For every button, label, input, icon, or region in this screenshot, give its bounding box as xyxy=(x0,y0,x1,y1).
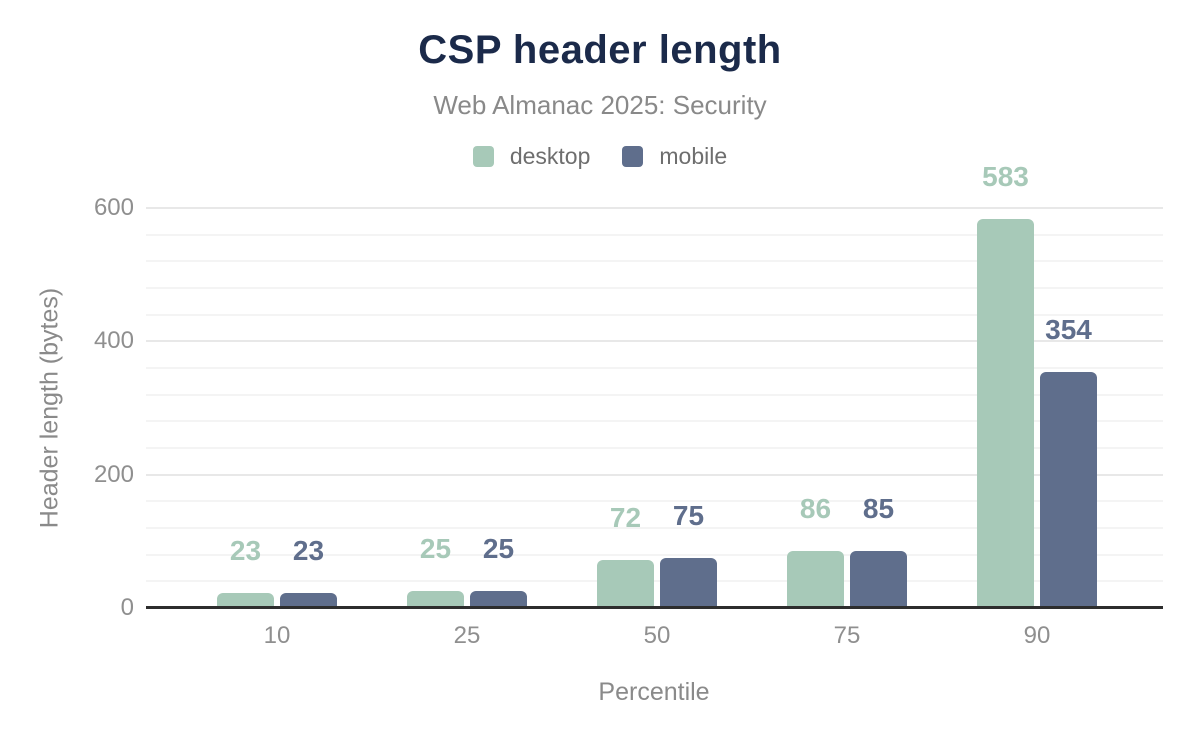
bar-group: 86 85 xyxy=(787,492,907,608)
bar-column-desktop: 583 xyxy=(977,163,1034,608)
gridline-minor xyxy=(146,393,1163,396)
bar-column-mobile: 85 xyxy=(850,495,907,608)
gridline-minor xyxy=(146,527,1163,529)
bar-mobile xyxy=(660,558,717,608)
legend-item-mobile: mobile xyxy=(622,143,727,170)
gridline-minor xyxy=(146,260,1163,263)
plot-area: 23 23 25 25 72 75 86 85 583 354 10 25 50 75 90 xyxy=(146,163,1163,649)
x-axis-title: Percentile xyxy=(598,678,710,706)
bar-value-label-mobile: 23 xyxy=(292,534,325,566)
x-tick-label: 75 xyxy=(833,622,861,649)
x-tick-label: 50 xyxy=(643,622,671,649)
bar-group: 25 25 xyxy=(407,535,527,608)
gridline-minor xyxy=(146,287,1163,289)
bar-mobile xyxy=(280,592,337,608)
bar-value-label-mobile: 85 xyxy=(862,493,895,525)
bar-column-desktop: 72 xyxy=(597,504,654,608)
bar-group: 583 354 xyxy=(977,163,1097,608)
bar-value-label-mobile: 75 xyxy=(672,500,705,531)
x-axis-line xyxy=(146,606,1163,609)
bar-column-mobile: 25 xyxy=(470,535,527,608)
bar-mobile xyxy=(470,591,527,608)
x-tick-label: 25 xyxy=(453,622,481,649)
gridline-minor xyxy=(146,580,1163,583)
bar-value-label-desktop: 23 xyxy=(229,534,262,566)
bar-column-desktop: 23 xyxy=(217,534,274,608)
chart-title: CSP header length xyxy=(418,28,782,72)
gridline-minor xyxy=(146,367,1163,369)
bar-desktop xyxy=(407,591,464,608)
gridline-minor xyxy=(146,420,1163,423)
y-axis-ticks: 0 200 400 600 xyxy=(0,0,134,742)
bar-value-label-desktop: 25 xyxy=(419,533,452,565)
y-tick-label: 400 xyxy=(93,327,134,355)
bar-value-label-desktop: 86 xyxy=(799,492,832,524)
y-tick-label: 0 xyxy=(120,594,134,621)
bar-desktop xyxy=(977,219,1034,608)
gridline-minor xyxy=(146,447,1163,449)
legend-item-desktop: desktop xyxy=(472,143,591,170)
bar-value-label-mobile: 354 xyxy=(1045,314,1092,345)
gridline-minor xyxy=(146,500,1163,503)
y-tick-label: 600 xyxy=(93,194,134,221)
bar-mobile xyxy=(850,551,907,608)
bar-mobile xyxy=(1040,372,1097,608)
legend: desktop mobile xyxy=(0,143,1200,170)
legend-swatch-mobile xyxy=(622,146,644,167)
gridline-minor xyxy=(146,553,1163,556)
bar-column-mobile: 75 xyxy=(660,502,717,608)
chart-subtitle: Web Almanac 2025: Security xyxy=(433,90,767,120)
y-tick-label: 200 xyxy=(93,460,134,488)
legend-label-desktop: desktop xyxy=(509,143,591,169)
bar-value-label-desktop: 72 xyxy=(609,502,642,533)
gridline-minor xyxy=(146,233,1163,236)
gridline-major xyxy=(146,207,1163,209)
bar-column-desktop: 86 xyxy=(787,492,844,608)
legend-swatch-desktop xyxy=(472,146,494,167)
bar-value-label-desktop: 583 xyxy=(982,161,1029,193)
bar-column-mobile: 23 xyxy=(280,534,337,608)
bar-desktop xyxy=(217,592,274,608)
x-tick-label: 90 xyxy=(1023,622,1051,649)
bar-desktop xyxy=(787,550,844,608)
bar-value-label-mobile: 25 xyxy=(482,533,515,565)
gridline-minor xyxy=(146,313,1163,316)
gridline-major xyxy=(146,473,1163,476)
legend-label-mobile: mobile xyxy=(659,143,728,169)
bar-desktop xyxy=(597,560,654,608)
bar-column-desktop: 25 xyxy=(407,535,464,608)
x-tick-label: 10 xyxy=(263,622,291,649)
gridline-major xyxy=(146,340,1163,343)
bar-group: 72 75 xyxy=(597,502,717,608)
bar-column-mobile: 354 xyxy=(1040,316,1097,608)
bar-group: 23 23 xyxy=(217,534,337,608)
